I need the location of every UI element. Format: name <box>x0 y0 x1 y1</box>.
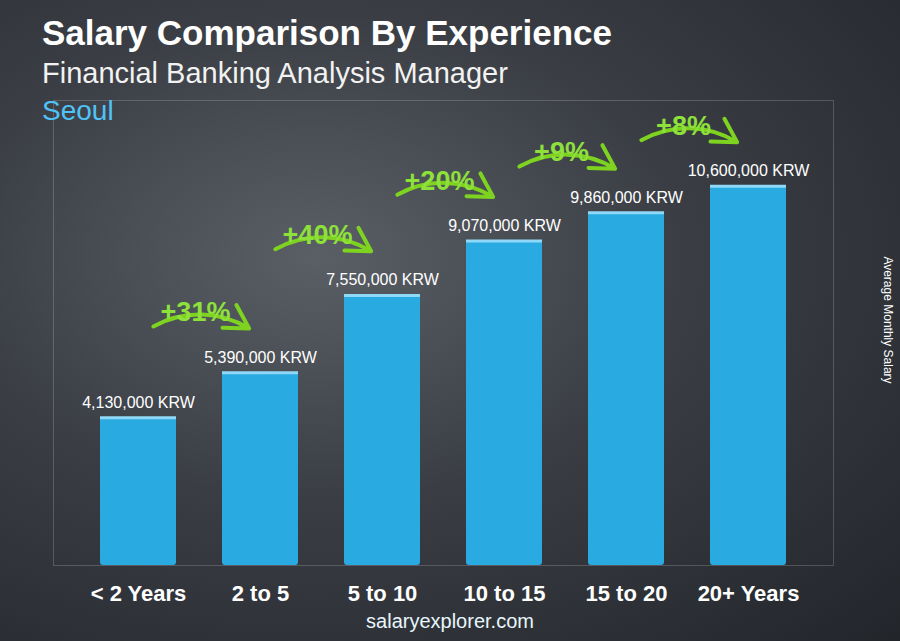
svg-text:7,550,000 KRW: 7,550,000 KRW <box>326 271 440 288</box>
svg-text:< 2 Years: < 2 Years <box>91 581 187 606</box>
svg-text:+9%9: +9%9 <box>534 137 589 167</box>
svg-text:4,130,000 KRW: 4,130,000 KRW <box>82 394 196 411</box>
html-text:salaryexplorer.com: salaryexplorer.com <box>366 610 534 632</box>
svg-text:15 to 20: 15 to 20 <box>586 581 668 606</box>
svg-text:5,390,000 KRW: 5,390,000 KRW <box>204 349 318 366</box>
svg-text:+31%31: +31%31 <box>161 297 231 327</box>
svg-text:+8%8: +8%8 <box>656 111 711 141</box>
svg-text:10,600,000 KRW: 10,600,000 KRW <box>688 162 810 179</box>
html-text:Seoul: Seoul <box>42 95 114 126</box>
html-text:Average Monthly Salary: Average Monthly Salary <box>881 256 895 384</box>
html-text:Salary Comparison By Experienc: Salary Comparison By Experience <box>42 13 612 52</box>
svg-text:2 to 5: 2 to 5 <box>232 581 289 606</box>
svg-text:+40%40: +40%40 <box>283 220 353 250</box>
svg-text:20+ Years: 20+ Years <box>698 581 800 606</box>
svg-text:+20%20: +20%20 <box>405 166 475 196</box>
svg-text:10 to 15: 10 to 15 <box>464 581 546 606</box>
svg-text:9,070,000 KRW: 9,070,000 KRW <box>448 217 562 234</box>
html-text:Financial Banking Analysis Man: Financial Banking Analysis Manager <box>42 57 508 89</box>
svg-text:5 to 10: 5 to 10 <box>348 581 418 606</box>
svg-text:9,860,000 KRW: 9,860,000 KRW <box>570 189 684 206</box>
